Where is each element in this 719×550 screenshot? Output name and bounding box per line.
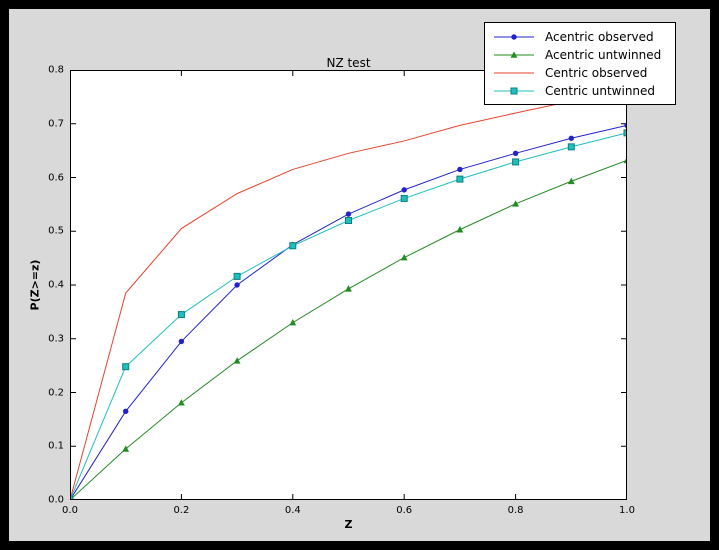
plot-canvas [70,70,627,500]
y-tick-label: 0.6 [48,172,64,183]
y-tick-label: 0.4 [48,279,64,291]
x-axis-label: Z [344,518,353,531]
y-tick-label: 0.5 [48,225,64,237]
x-tick-label: 0.6 [396,505,413,516]
x-tick-label: 0.2 [173,505,190,516]
x-tick-label: 0.4 [284,505,301,516]
chart-title: NZ test [326,56,371,70]
legend-label: Centric observed [545,65,648,80]
x-tick-label: 0.8 [507,505,524,516]
x-tick-label: 0.0 [62,505,78,516]
legend-item-acentric-observed: Acentric observed [492,28,661,45]
legend-item-centric-untwinned: Centric untwinned [492,82,661,99]
series-line-centric-observed [70,92,627,500]
y-tick-label: 0.7 [48,118,64,130]
figure-canvas: NZ test P(Z>=z) Z Acentric observed Acent… [9,9,710,541]
x-tick-label: 1.0 [619,505,635,516]
plot-area [70,70,627,500]
legend-label: Centric untwinned [545,83,656,98]
legend-item-centric-observed: Centric observed [492,64,661,81]
y-tick-label: 0.3 [48,333,64,345]
legend-key-icon [494,72,534,73]
legend: Acentric observed Acentric untwinned Centr… [484,22,677,105]
legend-label: Acentric observed [545,29,654,44]
legend-key-icon [494,33,534,40]
y-tick-label: 0.1 [48,440,64,452]
y-tick-label: 0.0 [48,494,64,506]
y-tick-label: 0.8 [48,64,64,76]
y-tick-label: 0.2 [48,387,64,398]
legend-key-icon [494,87,534,94]
legend-label: Acentric untwinned [545,47,662,62]
legend-key-icon [494,50,534,58]
legend-item-acentric-untwinned: Acentric untwinned [492,46,661,63]
